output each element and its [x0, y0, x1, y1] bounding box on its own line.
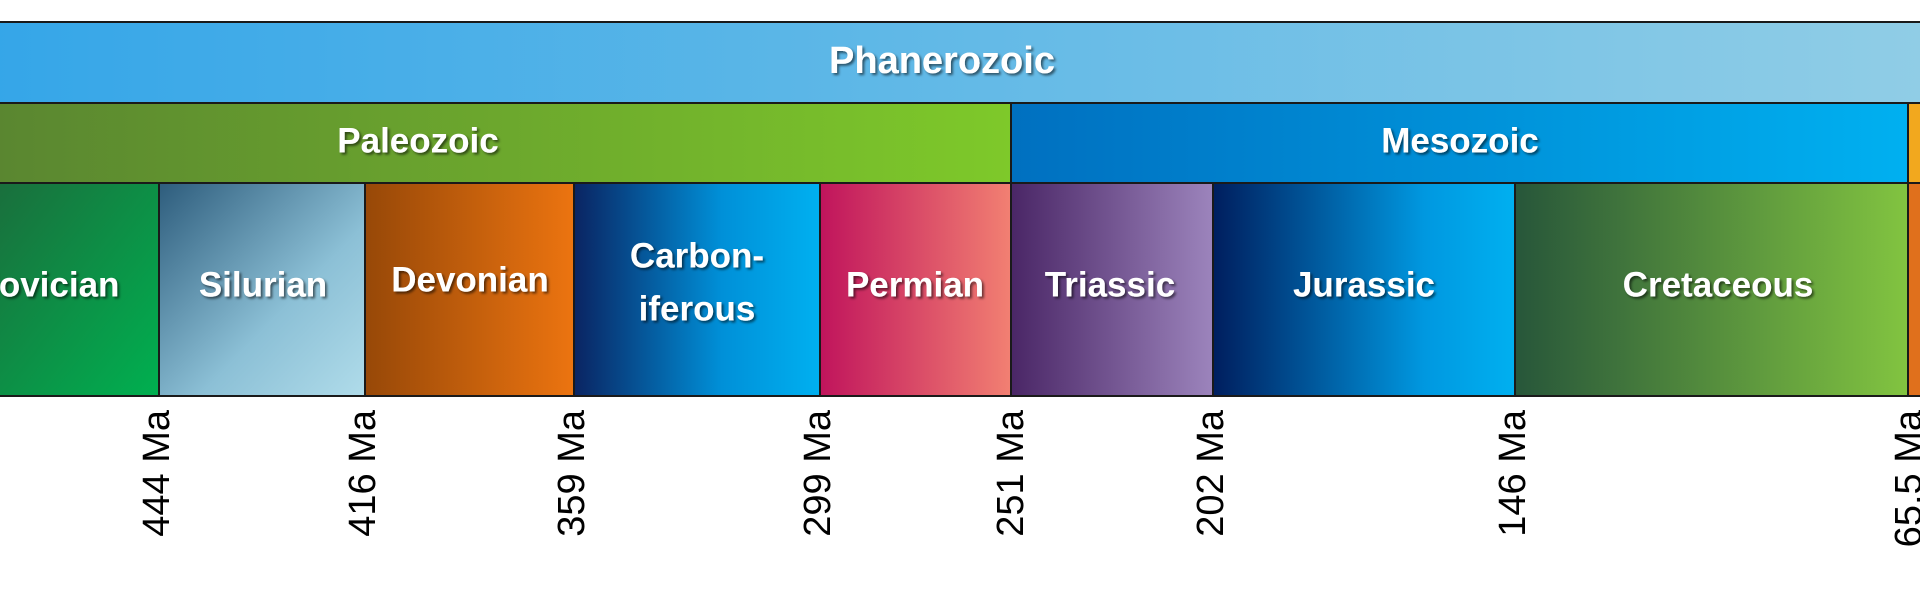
period-cell — [364, 182, 575, 397]
era-cell — [1907, 102, 1920, 184]
eon-label: Phanerozoic — [829, 40, 1055, 82]
boundary-label: 65.5 Ma — [1888, 409, 1920, 547]
period-label: Jurassic — [1293, 265, 1435, 304]
period-label: Permian — [846, 265, 984, 304]
period-label: Carbon- — [630, 236, 764, 275]
period-label: Devonian — [391, 260, 549, 299]
period-label: Ordovician — [0, 265, 119, 304]
era-cell — [1010, 102, 1909, 184]
boundary-label: 416 Ma — [342, 409, 384, 537]
period-label: Cretaceous — [1623, 265, 1814, 304]
period-cell — [573, 182, 821, 397]
era-cell — [0, 102, 1012, 184]
period-cell — [1212, 182, 1516, 397]
period-cell — [158, 182, 366, 397]
boundary-label: 359 Ma — [551, 409, 593, 537]
boundary-label: 299 Ma — [797, 409, 839, 537]
period-cell — [1010, 182, 1214, 397]
period-cell — [819, 182, 1012, 397]
boundary-label: 202 Ma — [1190, 409, 1232, 537]
boundary-label: 251 Ma — [990, 409, 1032, 537]
period-label: Triassic — [1045, 265, 1175, 304]
period-cell — [1907, 182, 1920, 397]
boundary-label: 444 Ma — [136, 409, 178, 537]
era-label: Paleozoic — [337, 121, 498, 160]
boundary-label: 146 Ma — [1492, 409, 1534, 537]
era-label: Mesozoic — [1381, 121, 1539, 160]
period-label: iferous — [639, 289, 756, 328]
period-label: Silurian — [199, 265, 327, 304]
eon-cell — [0, 21, 1920, 104]
period-cell — [1514, 182, 1909, 397]
